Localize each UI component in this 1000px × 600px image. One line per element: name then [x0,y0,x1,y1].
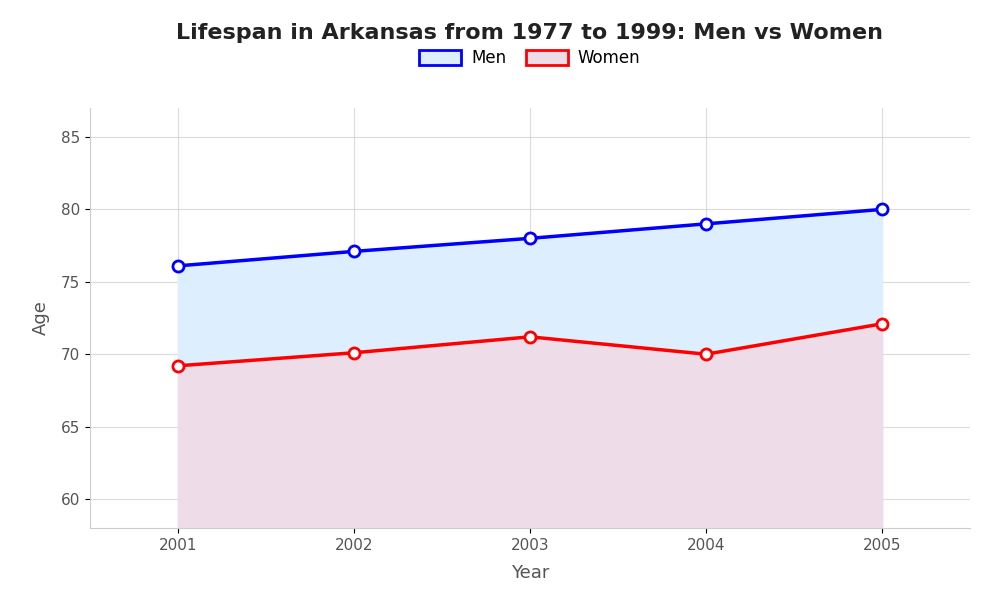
X-axis label: Year: Year [511,564,549,582]
Legend: Men, Women: Men, Women [411,41,649,76]
Y-axis label: Age: Age [32,301,50,335]
Title: Lifespan in Arkansas from 1977 to 1999: Men vs Women: Lifespan in Arkansas from 1977 to 1999: … [176,23,884,43]
